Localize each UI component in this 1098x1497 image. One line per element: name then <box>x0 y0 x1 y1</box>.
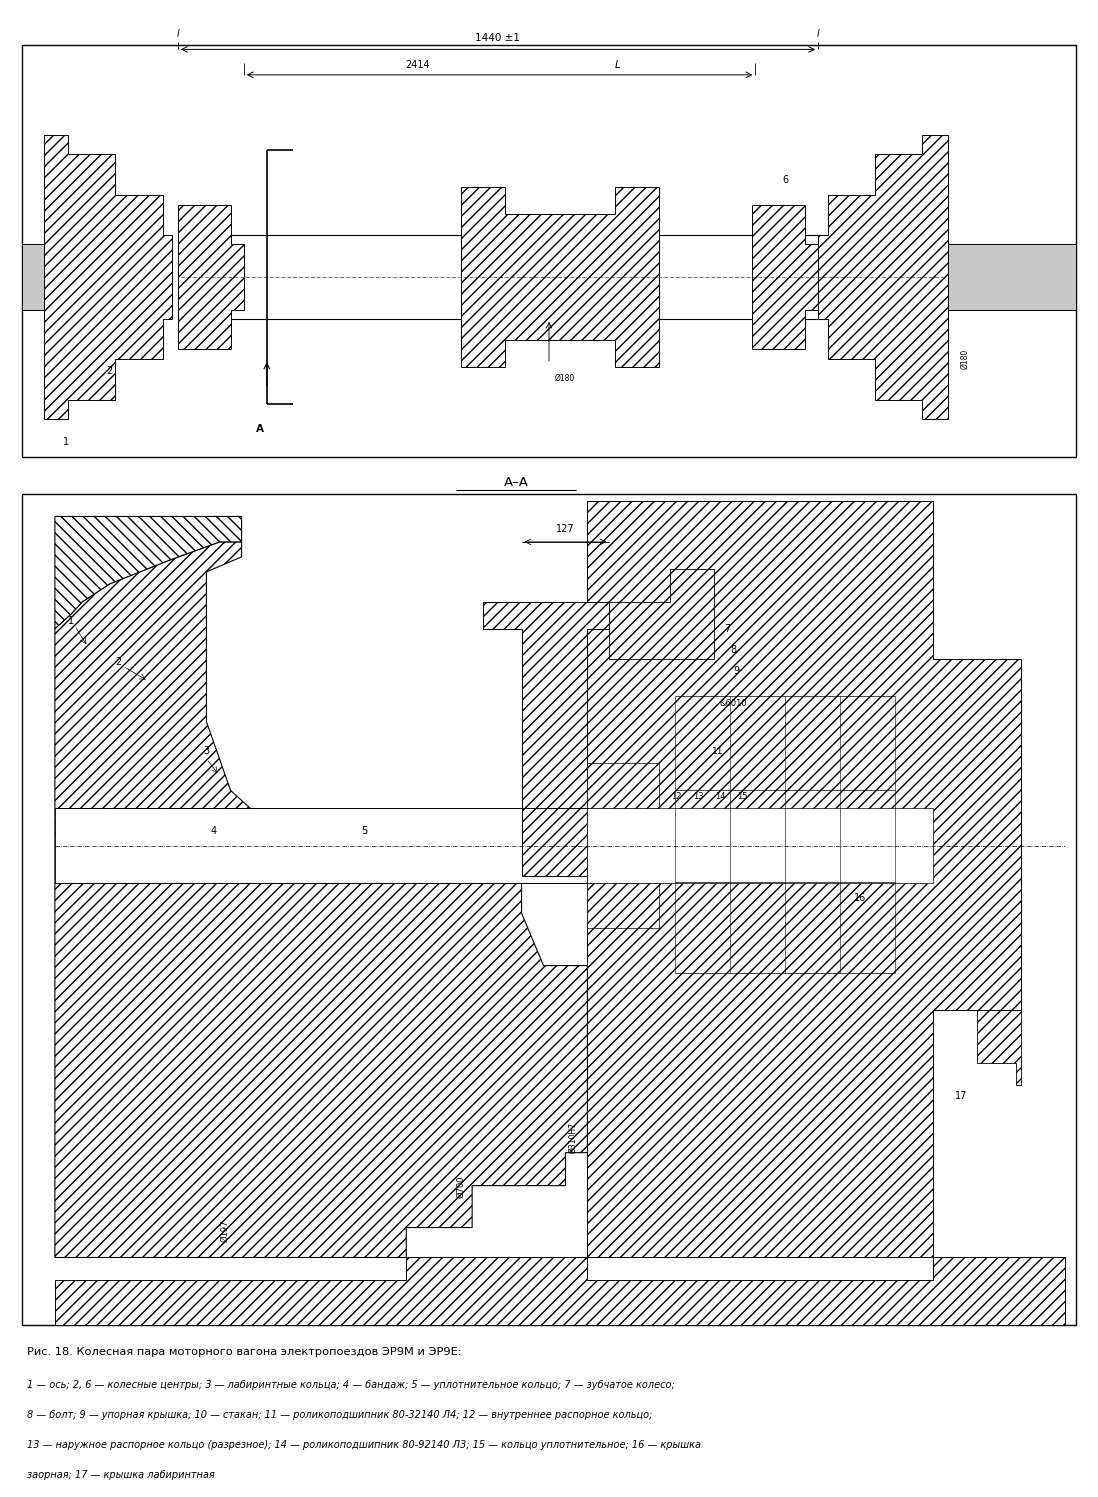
Polygon shape <box>895 659 977 1010</box>
Bar <box>587 808 933 883</box>
Text: 127: 127 <box>557 524 574 534</box>
Polygon shape <box>22 244 44 310</box>
Text: 9: 9 <box>733 666 740 675</box>
Polygon shape <box>948 244 1076 310</box>
Text: 3: 3 <box>203 747 210 756</box>
Polygon shape <box>181 235 944 319</box>
Text: 13 — наружное распорное кольцо (разрезное); 14 — роликоподшипник 80-92140 Л3; 15: 13 — наружное распорное кольцо (разрезно… <box>27 1440 702 1451</box>
Polygon shape <box>55 516 242 629</box>
Text: 4: 4 <box>211 826 217 835</box>
Text: 15: 15 <box>737 792 748 801</box>
Text: 16: 16 <box>854 894 866 903</box>
Text: Рис. 18. Колесная пара моторного вагона электропоездов ЭР9М и ЭР9Е:: Рис. 18. Колесная пара моторного вагона … <box>27 1347 462 1358</box>
Text: Ø700: Ø700 <box>457 1175 466 1199</box>
Text: &6010: &6010 <box>719 699 747 708</box>
Polygon shape <box>752 205 818 349</box>
Text: 2: 2 <box>107 367 113 376</box>
Text: L: L <box>615 60 620 70</box>
Text: 8 — болт; 9 — упорная крышка; 10 — стакан; 11 — роликоподшипник 80-32140 Л4; 12 : 8 — болт; 9 — упорная крышка; 10 — стака… <box>27 1410 653 1421</box>
Polygon shape <box>483 602 609 876</box>
Bar <box>983 723 1002 759</box>
Text: 17: 17 <box>955 1091 967 1100</box>
Polygon shape <box>587 659 675 1010</box>
Bar <box>22 45 1076 457</box>
Text: l: l <box>177 28 179 39</box>
Text: 13: 13 <box>693 792 704 801</box>
Text: 1440 ±1: 1440 ±1 <box>475 33 519 43</box>
Bar <box>983 910 1002 946</box>
Bar <box>675 696 895 973</box>
Text: 6: 6 <box>782 175 788 184</box>
Text: 14: 14 <box>715 792 726 801</box>
Polygon shape <box>55 542 587 1257</box>
Polygon shape <box>55 1257 1065 1325</box>
Text: Ø180: Ø180 <box>554 374 574 383</box>
Polygon shape <box>55 808 587 883</box>
Text: заорная; 17 — крышка лабиринтная: заорная; 17 — крышка лабиринтная <box>27 1470 215 1481</box>
Text: 7: 7 <box>725 624 731 633</box>
Text: Ø310Н7: Ø310Н7 <box>569 1123 578 1153</box>
Text: 2: 2 <box>115 657 122 666</box>
Polygon shape <box>587 501 1021 1257</box>
Text: Ø197: Ø197 <box>221 1219 229 1243</box>
Bar <box>983 850 1002 886</box>
Bar <box>587 763 659 808</box>
Polygon shape <box>818 135 948 419</box>
Text: l: l <box>817 28 819 39</box>
Polygon shape <box>977 681 1021 988</box>
Text: А: А <box>256 424 265 434</box>
Text: А–А: А–А <box>504 476 528 488</box>
Text: 1 — ось; 2, 6 — колесные центры; 3 — лабиринтные кольца; 4 — бандаж; 5 — уплотни: 1 — ось; 2, 6 — колесные центры; 3 — лаб… <box>27 1380 675 1391</box>
Text: 11: 11 <box>712 747 722 756</box>
Text: Ø180: Ø180 <box>961 349 970 370</box>
Polygon shape <box>977 1010 1021 1085</box>
Text: 1: 1 <box>63 437 69 446</box>
Text: 5: 5 <box>361 826 368 835</box>
Polygon shape <box>44 135 172 419</box>
Bar <box>587 883 659 928</box>
Bar <box>983 783 1002 819</box>
Text: 1: 1 <box>68 617 75 626</box>
Polygon shape <box>609 569 714 659</box>
Polygon shape <box>461 187 659 367</box>
Text: 8: 8 <box>730 645 737 654</box>
Bar <box>22 494 1076 1325</box>
Polygon shape <box>178 205 244 349</box>
Text: 12: 12 <box>671 792 682 801</box>
Text: 2414: 2414 <box>405 60 429 70</box>
